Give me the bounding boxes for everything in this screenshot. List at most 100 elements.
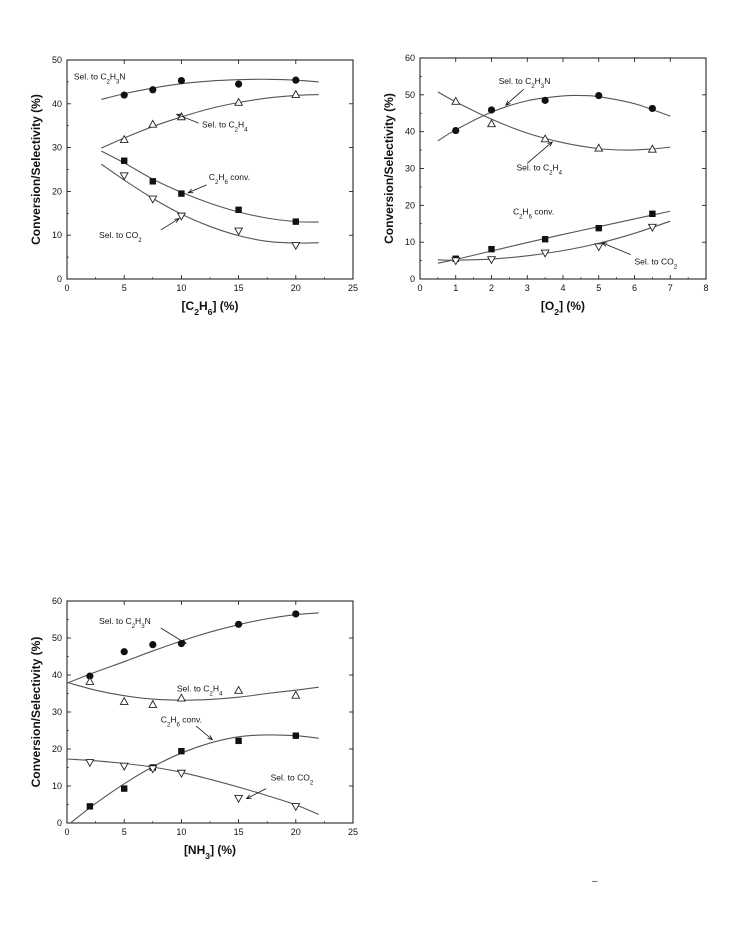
x-tick-label: 1 [453,283,458,293]
annotation-label: C2H6 conv. [513,207,554,221]
data-point [291,803,301,812]
annotation-label: Sel. to CO2 [99,230,142,244]
data-point [649,210,656,218]
y-axis: 0 10 20 30 40 50 60 [405,53,706,284]
data-point [149,641,157,649]
annotation: C2H6 conv. [187,172,250,194]
data-point [119,134,129,143]
data-point [235,80,243,88]
y-tick-label: 60 [405,53,415,63]
data-point [292,610,300,618]
data-point [488,245,495,253]
annotation: Sel. to CO2 [601,242,678,270]
annotation-arrow [246,788,267,799]
data-point [85,676,95,685]
y-axis-title: Conversion/Selectivity (%) [29,637,43,788]
y-tick-label: 0 [57,818,62,828]
fit-curve [66,612,319,684]
annotation-label: Sel. to C2H4 [177,683,223,697]
annotation-label: Sel. to C2H4 [517,162,563,176]
data-point [120,91,128,99]
annotation-arrow [196,725,213,741]
series-open-triangle-up [66,676,319,708]
y-axis-title: Conversion/Selectivity (%) [382,93,396,244]
data-point [451,96,461,105]
data-point [595,91,603,100]
data-point [291,690,301,699]
chart-c2h6-effect: 0 5 10 15 20 25 0 10 20 30 40 50 [C2H6] (%) Conversio… [29,55,358,317]
annotation: Sel. to C2H3N [99,616,187,645]
y-tick-label: 50 [52,55,62,65]
x-tick-label: 10 [176,283,186,293]
data-point [540,249,550,258]
chart-nh3-effect: 0 5 10 15 20 25 0 10 20 30 40 50 60 [NH3] (%) Conversi… [29,596,358,861]
data-point [647,223,657,232]
data-point [541,236,549,243]
data-point [148,195,158,204]
x-tick-label: 4 [560,283,565,293]
annotation: Sel. to C2H4 [517,141,563,176]
fit-curve [437,220,671,261]
data-point [119,762,129,771]
series-open-triangle-up [437,91,671,153]
data-point [177,76,185,85]
data-point [149,86,157,94]
data-point [451,257,461,266]
data-point [234,794,244,804]
x-tick-label: 8 [703,283,708,293]
x-axis-title: [C2H6] (%) [182,299,239,317]
x-tick-label: 0 [64,827,69,837]
annotation-label: Sel. to CO2 [271,772,314,786]
y-tick-label: 30 [52,143,62,153]
data-point [291,242,301,251]
data-point [486,256,497,265]
data-point [120,648,128,656]
y-tick-label: 20 [405,200,415,210]
data-point [119,172,129,181]
x-axis-title: [O2] (%) [541,299,585,317]
arrow-head [505,100,511,106]
arrow-head [547,141,554,147]
annotation-label: C2H6 conv. [209,172,250,186]
y-axis-title: Conversion/Selectivity (%) [29,94,43,245]
arrow-head [601,242,608,247]
x-tick-label: 6 [632,283,637,293]
annotation: C2H6 conv. [513,207,554,221]
y-tick-label: 0 [57,274,62,284]
annotation-label: Sel. to C2H3N [99,616,151,630]
data-point [119,696,129,705]
arrow-head [187,188,194,194]
series-filled-square [101,150,319,225]
arrow-head [175,113,182,119]
data-point [148,699,158,708]
series-filled-square [437,210,671,264]
x-tick-label: 3 [525,283,530,293]
annotation-arrow [526,141,553,164]
annotation-arrow [602,242,632,256]
data-point [487,106,496,114]
data-point [235,620,243,628]
series-filled-circle [66,610,319,684]
x-tick-label: 15 [234,283,244,293]
data-point [148,765,158,774]
annotation-arrow [176,113,199,124]
y-tick-label: 30 [405,164,415,174]
arrow-head [245,794,252,800]
fit-curve [70,734,319,824]
data-point [486,119,497,128]
data-point [148,119,158,128]
data-point [541,96,549,104]
y-tick-label: 50 [52,633,62,643]
x-tick-label: 0 [417,283,422,293]
series-open-triangle-down [437,220,671,266]
data-point [234,227,244,236]
y-axis: 0 10 20 30 40 50 [52,55,353,284]
data-point [291,89,301,98]
y-tick-label: 40 [52,670,62,680]
x-tick-label: 5 [122,827,127,837]
data-point [540,134,550,143]
data-point [178,190,185,197]
x-axis-title: [NH3] (%) [184,843,236,861]
data-point [149,178,156,185]
y-tick-label: 10 [52,781,62,791]
